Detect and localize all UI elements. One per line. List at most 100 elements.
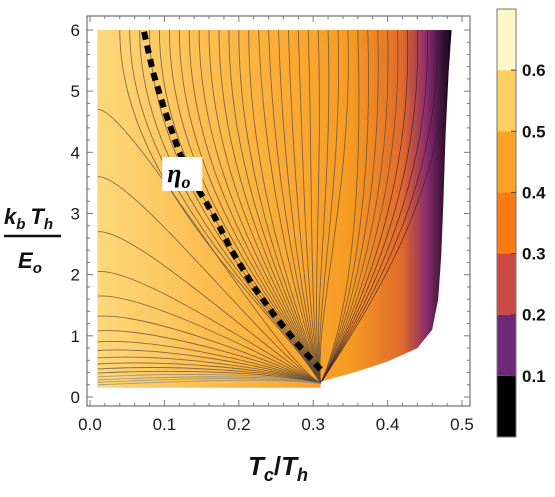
y-axis-label: kb Th Eo xyxy=(4,204,61,277)
eta-label-sub: o xyxy=(182,172,191,192)
contour-lines xyxy=(97,30,448,386)
contour-line xyxy=(188,30,322,384)
y-label-num-b-sub: h xyxy=(44,216,53,233)
colorbar: 0.1 0.2 0.3 0.4 0.5 0.6 xyxy=(496,8,546,438)
contour-line xyxy=(320,30,360,384)
x-tick-labels: 0.0 0.1 0.2 0.3 0.4 0.5 xyxy=(78,415,474,434)
contour-line xyxy=(248,30,322,384)
plot-frame xyxy=(86,15,471,407)
svg-text:Eo: Eo xyxy=(18,248,42,277)
frame-ticks xyxy=(87,16,470,406)
colorbar-tick-label: 0.5 xyxy=(522,122,546,141)
contour-line xyxy=(307,30,322,384)
colorbar-tick-label: 0.6 xyxy=(522,61,546,80)
x-tick-label: 0.4 xyxy=(376,415,400,434)
y-tick-label: 3 xyxy=(71,205,80,224)
y-tick-labels: 0 1 2 3 4 5 6 xyxy=(71,21,80,407)
contour-line xyxy=(258,30,322,384)
contour-line xyxy=(97,315,321,384)
y-label-num-b: T xyxy=(30,204,45,229)
contour-line xyxy=(97,376,321,384)
contour-line xyxy=(320,30,379,384)
contour-line xyxy=(287,30,322,384)
y-tick-label: 2 xyxy=(71,266,80,285)
eta-label-main: η xyxy=(167,159,181,188)
eta-label: ηo xyxy=(167,159,190,192)
y-label-den-sub: o xyxy=(33,260,42,277)
colorbar-tick-label: 0.1 xyxy=(522,367,546,386)
contour-line xyxy=(320,30,399,384)
x-label-den-sub: h xyxy=(297,465,308,485)
contour-line xyxy=(268,30,322,384)
contour-line xyxy=(119,30,321,384)
contour-line xyxy=(320,30,428,384)
eta-dashed-curve xyxy=(140,29,323,372)
x-tick-label: 0.1 xyxy=(153,415,177,434)
contour-line xyxy=(97,362,321,384)
contour-line xyxy=(97,271,321,384)
y-tick-label: 5 xyxy=(71,82,80,101)
contour-line xyxy=(97,367,321,384)
contour-line xyxy=(320,30,409,384)
contour-line xyxy=(297,30,322,384)
x-label-den: T xyxy=(281,451,299,481)
contour-line xyxy=(320,30,448,384)
colorbar-segment xyxy=(497,70,516,132)
colorbar-tick-label: 0.2 xyxy=(522,306,546,325)
contour-line xyxy=(97,370,321,384)
contour-line xyxy=(168,30,322,384)
y-label-num-a: k xyxy=(4,204,18,229)
x-tick-label: 0.0 xyxy=(78,415,102,434)
colorbar-segment xyxy=(497,9,516,71)
x-tick-label: 0.5 xyxy=(450,415,474,434)
contour-line xyxy=(97,109,321,384)
contour-line xyxy=(316,30,322,384)
contour-line xyxy=(97,379,321,386)
contour-line xyxy=(139,30,321,384)
y-tick-label: 0 xyxy=(71,388,80,407)
colorbar-tick-label: 0.3 xyxy=(522,245,546,264)
y-tick-label: 1 xyxy=(71,327,80,346)
contour-line xyxy=(319,30,349,384)
contour-line xyxy=(318,30,330,384)
contour-line xyxy=(97,349,321,384)
colorbar-segment xyxy=(497,314,516,376)
eta-label-box xyxy=(162,156,203,191)
contour-line xyxy=(178,30,322,384)
x-label-main: T xyxy=(248,451,266,481)
colorbar-frame xyxy=(496,8,517,438)
y-tick-label: 4 xyxy=(71,143,80,162)
contour-line xyxy=(97,231,321,384)
contour-line xyxy=(320,30,370,384)
contour-line xyxy=(97,330,321,384)
eta-annotation: ηo xyxy=(140,29,323,372)
x-axis-label: Tc/Th xyxy=(248,451,308,485)
contour-line xyxy=(97,341,321,384)
x-label-main-sub: c xyxy=(264,465,274,485)
contour-line xyxy=(320,30,389,384)
colorbar-segment xyxy=(497,253,516,315)
contour-line xyxy=(278,30,322,384)
contour-line xyxy=(97,373,321,384)
colorbar-tick-label: 0.4 xyxy=(522,183,546,202)
x-label-div: / xyxy=(274,451,281,481)
contour-line xyxy=(97,295,321,384)
contour-line xyxy=(318,30,339,384)
y-tick-label: 6 xyxy=(71,21,80,40)
svg-text:Tc/Th: Tc/Th xyxy=(248,451,308,485)
contour-line xyxy=(320,30,419,384)
y-label-num-a-sub: b xyxy=(16,216,25,233)
contour-line xyxy=(97,356,321,384)
x-tick-label: 0.2 xyxy=(227,415,251,434)
contour-line xyxy=(320,30,438,384)
colorbar-segment xyxy=(497,192,516,254)
contour-line xyxy=(97,378,321,384)
contour-line xyxy=(97,176,321,384)
y-label-den: E xyxy=(18,248,34,273)
contour-line xyxy=(129,30,321,384)
colorbar-segment xyxy=(497,375,516,437)
colorbar-segment xyxy=(497,131,516,193)
contour-line xyxy=(198,30,322,384)
